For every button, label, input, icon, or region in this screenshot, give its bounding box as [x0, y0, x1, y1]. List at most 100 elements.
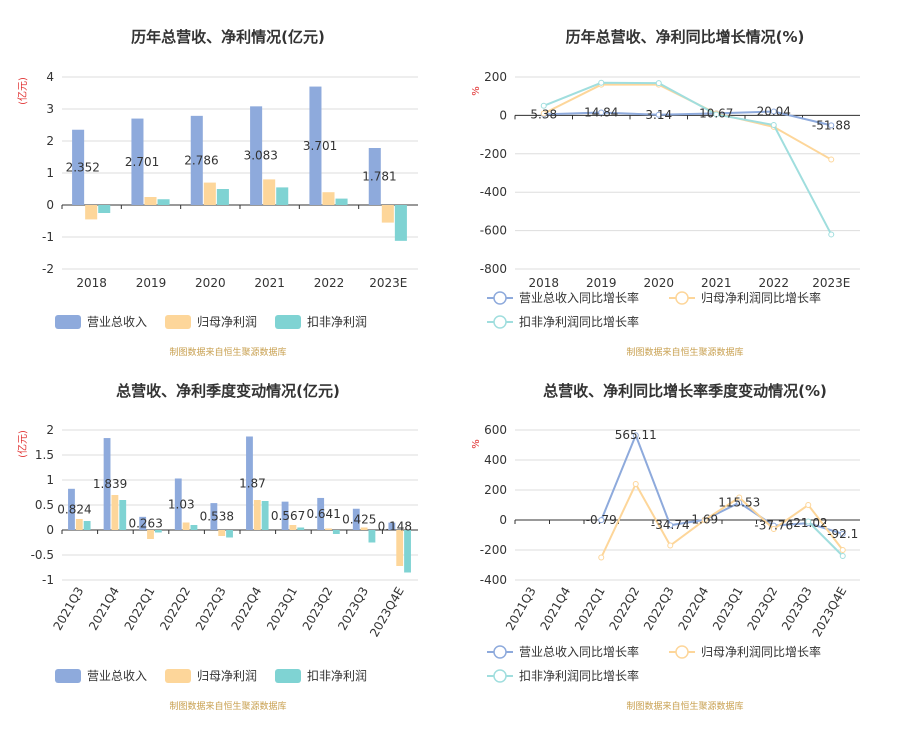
x-tick-label: 2022	[314, 276, 345, 290]
point	[667, 522, 674, 529]
x-tick-label: 2023E	[369, 276, 407, 290]
x-tick-label: 2022	[758, 276, 789, 290]
bar	[147, 530, 154, 539]
legend-swatch	[275, 315, 301, 329]
x-tick-label: 2019	[136, 276, 167, 290]
legend-swatch	[493, 315, 507, 329]
x-tick-label: 2023Q1	[264, 585, 300, 633]
bar	[332, 530, 340, 534]
y-tick-label: -800	[480, 262, 507, 276]
data-label: 0.824	[57, 502, 91, 516]
y-tick-label: -400	[480, 573, 507, 587]
x-tick-label: 2022Q4	[675, 585, 711, 633]
legend-label: 营业总收入	[87, 669, 147, 683]
line-series	[600, 481, 844, 558]
chart-title: 历年总营收、净利同比增长情况(%)	[566, 28, 805, 46]
x-tick-label: 2022Q4	[228, 585, 264, 633]
y-tick-label: -200	[480, 543, 507, 557]
y-tick-label: 0	[499, 108, 507, 122]
x-tick-label: 2022Q1	[122, 585, 158, 633]
y-tick-label: -2	[42, 262, 54, 276]
legend-swatch	[165, 669, 191, 683]
point	[805, 518, 812, 525]
data-label: 10.67	[699, 106, 733, 120]
bar	[261, 501, 269, 530]
bar	[157, 199, 170, 205]
bar	[111, 495, 119, 530]
source-note: 制图数据来自恒生聚源数据库	[169, 700, 286, 712]
legend-swatch	[165, 315, 191, 329]
bar	[250, 106, 263, 205]
point	[598, 554, 605, 561]
y-tick-label: 1	[46, 166, 54, 180]
x-tick-label: 2022Q2	[157, 585, 193, 633]
point	[839, 547, 846, 553]
point	[540, 110, 547, 117]
point	[655, 80, 662, 87]
data-label: 2.352	[66, 160, 100, 174]
source-note: 制图数据来自恒生聚源数据库	[626, 346, 743, 358]
bar	[360, 527, 368, 530]
bar	[131, 118, 144, 205]
point	[655, 111, 662, 118]
point	[828, 122, 835, 129]
bar	[317, 497, 325, 530]
data-label: -92.1	[827, 527, 858, 541]
bar	[182, 522, 190, 530]
bar	[289, 525, 297, 530]
bar	[75, 519, 83, 530]
point	[828, 231, 835, 238]
x-tick-label: 2022Q3	[641, 585, 677, 633]
legend-swatch	[55, 315, 81, 329]
bar	[154, 530, 162, 533]
bar	[68, 488, 75, 530]
data-label: 0.263	[128, 516, 162, 530]
line-series	[807, 520, 844, 557]
point	[713, 111, 720, 118]
x-tick-label: 2021	[254, 276, 285, 290]
bar	[276, 187, 289, 205]
y-tick-label: -0.5	[31, 548, 54, 562]
bar	[352, 508, 360, 530]
y-tick-label: 0	[46, 523, 54, 537]
bar	[396, 530, 404, 566]
data-label: 20.04	[757, 105, 791, 119]
x-tick-label: 2023Q4E	[810, 585, 850, 640]
y-tick-label: 0	[499, 513, 507, 527]
data-label: 1.87	[239, 476, 266, 490]
bar	[281, 501, 289, 530]
bar	[368, 148, 381, 205]
point	[839, 530, 846, 537]
y-axis-label: (亿元)	[16, 430, 29, 458]
point	[701, 517, 708, 523]
bar	[119, 500, 127, 530]
data-label: 0.425	[342, 512, 376, 526]
bar	[226, 530, 233, 538]
x-tick-label: 2023Q2	[744, 585, 780, 633]
y-tick-label: 0	[46, 198, 54, 212]
legend-swatch	[493, 291, 507, 305]
x-tick-label: 2023Q3	[779, 585, 815, 633]
y-tick-label: -600	[480, 224, 507, 238]
bar	[322, 192, 335, 205]
y-tick-label: 0.5	[35, 498, 54, 512]
data-label: 2.786	[184, 153, 218, 167]
x-tick-label: 2023Q2	[300, 585, 336, 633]
y-tick-label: -400	[480, 185, 507, 199]
data-label: 5.38	[530, 107, 557, 121]
x-tick-label: 2021	[701, 276, 732, 290]
legend-label: 归母净利润同比增长率	[701, 290, 821, 305]
y-tick-label: 600	[484, 423, 507, 437]
x-tick-label: 2022Q1	[572, 585, 608, 633]
x-tick-label: 2023Q3	[335, 585, 371, 633]
point	[770, 526, 777, 532]
x-tick-label: 2023Q1	[710, 585, 746, 633]
bar	[85, 205, 98, 220]
x-tick-label: 2023E	[812, 276, 850, 290]
y-tick-label: 3	[46, 102, 54, 116]
legend-swatch	[675, 291, 689, 305]
bar	[309, 86, 322, 205]
chart-title: 总营收、净利季度变动情况(亿元)	[116, 382, 340, 400]
y-tick-label: 1	[46, 473, 54, 487]
line-series	[600, 432, 844, 535]
